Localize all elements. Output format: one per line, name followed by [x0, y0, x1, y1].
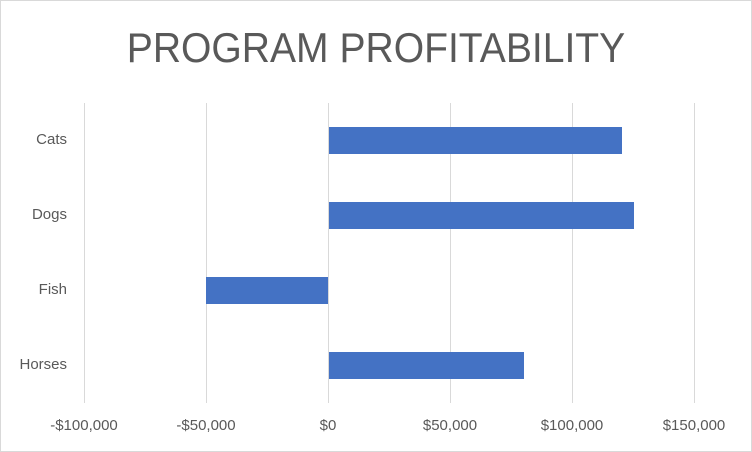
category-label: Fish	[38, 280, 67, 298]
x-tick-label: $100,000	[540, 417, 604, 434]
bar-horses	[329, 352, 525, 379]
x-tick-label: -$100,000	[50, 417, 118, 434]
gridline	[694, 103, 695, 403]
plot-area	[84, 103, 695, 403]
bar-cats	[329, 127, 622, 154]
x-tick-label: $0	[319, 417, 337, 434]
chart-title: PROGRAM PROFITABILITY	[126, 24, 626, 71]
x-tick-label: $150,000	[662, 417, 726, 434]
category-label: Dogs	[31, 205, 67, 223]
gridline	[572, 103, 573, 403]
gridline	[84, 103, 85, 403]
category-label: Horses	[19, 355, 67, 373]
gridline	[450, 103, 451, 403]
gridline	[328, 103, 329, 403]
bar-dogs	[329, 202, 634, 229]
x-tick-label: -$50,000	[176, 417, 236, 434]
x-tick-label: $50,000	[422, 417, 478, 434]
category-label: Cats	[36, 130, 67, 148]
bar-fish	[206, 277, 328, 304]
gridline	[206, 103, 207, 403]
